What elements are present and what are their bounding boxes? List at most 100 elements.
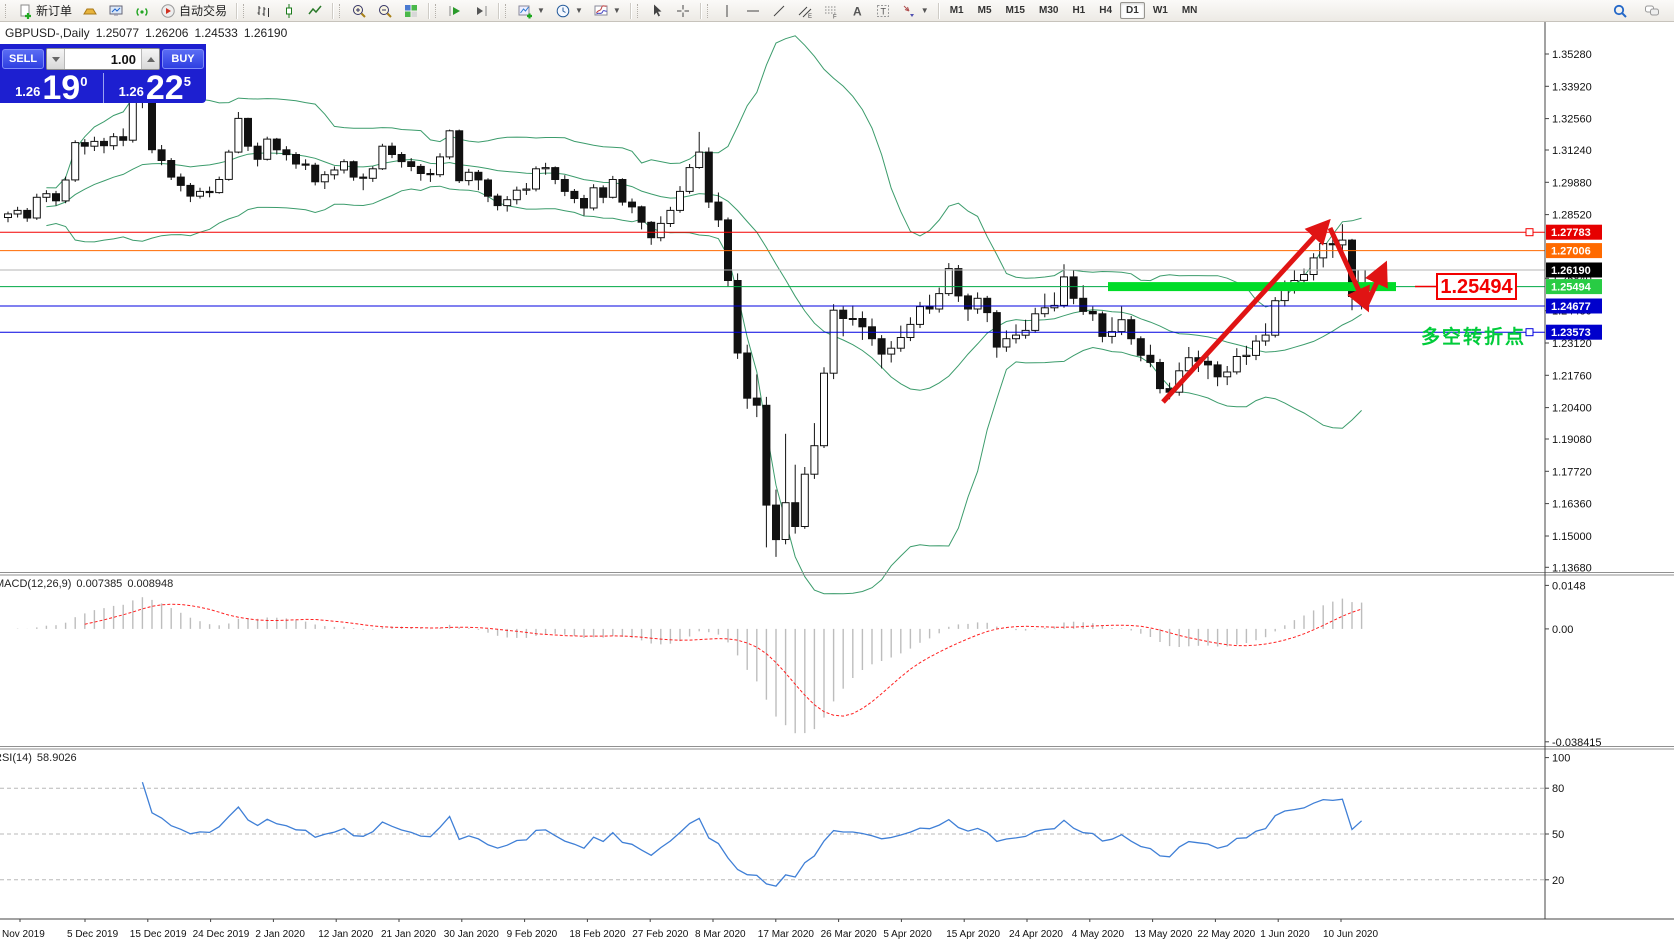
toolbar-separator (332, 2, 334, 19)
price-badge: 1.26190 (1551, 265, 1591, 277)
buy-button[interactable]: BUY (162, 49, 204, 69)
label-button[interactable]: T (871, 1, 895, 21)
bb-upper-band (46, 35, 1362, 308)
text-button[interactable]: A (845, 1, 869, 21)
timeframe-w1-button[interactable]: W1 (1147, 2, 1174, 19)
date-tick-label: 24 Apr 2020 (1009, 929, 1063, 940)
rsi-tick-label: 100 (1552, 753, 1570, 765)
crosshair-button[interactable] (671, 1, 695, 21)
toolbar: 新订单 自动交易 ▼ ▼ ▼ E F A T ▼ M1 M5 M15 M30 H1 H4 D1 W1 MN (0, 0, 1674, 22)
cursor-icon (653, 4, 662, 16)
trend-arrow[interactable] (1161, 218, 1331, 404)
timeframe-m5-button[interactable]: M5 (972, 2, 998, 19)
auto-scroll-button[interactable] (443, 1, 467, 21)
cursor-button[interactable] (645, 1, 669, 21)
vertical-line-button[interactable] (715, 1, 739, 21)
fibonacci-button[interactable]: F (819, 1, 843, 21)
hline-handle[interactable] (1525, 328, 1534, 337)
autotrading-button[interactable]: 自动交易 (156, 1, 231, 21)
volume-stepper[interactable]: 1.00 (46, 48, 160, 70)
line-chart-icon (308, 5, 322, 14)
signal-icon (136, 7, 148, 16)
timeframe-m15-button[interactable]: M15 (1000, 2, 1031, 19)
sell-price[interactable]: 1.26 19 0 (0, 71, 103, 105)
date-tick-label: Nov 2019 (2, 929, 45, 940)
price-tick-label: 1.23120 (1552, 338, 1592, 350)
price-axis[interactable]: 1.35280 1.33920 1.32560 1.31240 1.29880 1.285… (1544, 22, 1602, 919)
price-tick-label: 1.21760 (1552, 370, 1592, 382)
timeframe-h1-button[interactable]: H1 (1066, 2, 1091, 19)
timeframe-h4-button[interactable]: H4 (1093, 2, 1118, 19)
price-badge: 1.25494 (1551, 282, 1592, 294)
timeframe-m1-button[interactable]: M1 (944, 2, 970, 19)
search-button[interactable] (1608, 1, 1632, 21)
support-band-object[interactable] (1108, 282, 1396, 292)
chat-button[interactable] (1640, 1, 1664, 21)
price-tick-label: 1.35280 (1552, 49, 1592, 61)
line-chart-button[interactable] (303, 1, 327, 21)
toolbar-separator (236, 2, 238, 19)
channel-button[interactable]: E (793, 1, 817, 21)
bb-lower-band (46, 185, 1362, 595)
horizontal-line-button[interactable] (741, 1, 765, 21)
terminal-chart-button[interactable] (104, 1, 128, 21)
macd-main-value: 0.007385 (76, 578, 123, 590)
periods-button[interactable]: ▼ (551, 1, 587, 21)
volume-field[interactable]: 1.00 (110, 51, 136, 67)
price-label-text: 1.25494 (1440, 276, 1513, 298)
toolbar-grip (5, 3, 8, 18)
trend-arrow[interactable] (1363, 260, 1388, 308)
tile-windows-button[interactable] (399, 1, 423, 21)
date-tick-label: 5 Dec 2019 (67, 929, 119, 940)
toolbar-grip (636, 3, 640, 18)
trend-arrow[interactable] (1327, 226, 1370, 313)
zoom-in-button[interactable] (347, 1, 371, 21)
pane-separators[interactable] (0, 572, 1674, 750)
volume-increase-button[interactable] (141, 49, 159, 69)
date-tick-label: 9 Feb 2020 (507, 929, 558, 940)
bollinger-bands (46, 35, 1362, 595)
toolbar-grip (339, 3, 342, 18)
search-icon (1613, 4, 1627, 18)
cn-annotation-text[interactable]: 多空转折点 (1421, 325, 1526, 348)
one-click-trading-panel: SELL 1.00 BUY 1.26 19 0 1.26 22 5 (0, 44, 207, 105)
date-tick-label: 5 Apr 2020 (883, 929, 932, 940)
rsi-tick-label: 50 (1552, 829, 1564, 841)
candles-series (4, 56, 1366, 557)
hline-handle[interactable] (1525, 228, 1534, 237)
zoom-in-icon (353, 4, 366, 18)
timeframe-d1-button[interactable]: D1 (1120, 2, 1145, 19)
indicators-button[interactable]: ▼ (513, 1, 549, 21)
trendline-button[interactable] (767, 1, 791, 21)
signals-button[interactable] (130, 1, 154, 21)
hline-icon (746, 10, 759, 11)
date-tick-label: 18 Feb 2020 (569, 929, 626, 940)
trendline-icon (773, 5, 785, 16)
new-order-button[interactable]: 新订单 (13, 1, 76, 21)
sell-button[interactable]: SELL (2, 49, 45, 69)
buy-price[interactable]: 1.26 22 5 (104, 71, 207, 105)
timeframe-mn-button[interactable]: MN (1176, 2, 1204, 19)
timeframe-m30-button[interactable]: M30 (1033, 2, 1064, 19)
trend-arrow-objects[interactable] (1161, 218, 1388, 404)
price-label-box[interactable] (1436, 273, 1517, 300)
gold-bars-button[interactable] (78, 1, 102, 21)
spinner-up-icon (146, 56, 155, 62)
candlestick-chart-button[interactable] (277, 1, 301, 21)
auto-scroll-icon (449, 5, 461, 16)
volume-decrease-button[interactable] (47, 49, 66, 69)
sell-price-point: 0 (80, 74, 88, 89)
bar-chart-button[interactable] (251, 1, 275, 21)
price-tick-label: 1.13680 (1552, 562, 1592, 574)
chart-shift-button[interactable] (469, 1, 493, 21)
zoom-out-button[interactable] (373, 1, 397, 21)
macd-indicator-label: MACD(12,26,9) 0.007385 0.008948 (0, 578, 178, 590)
macd-tick-label: 0.00 (1552, 624, 1573, 636)
price-badges: 1.27783 1.27006 1.25494 1.24677 1.23573 1.261… (1546, 224, 1602, 340)
time-axis[interactable]: Nov 2019 5 Dec 2019 15 Dec 2019 24 Dec 2019… (0, 918, 1674, 940)
templates-button[interactable]: ▼ (589, 1, 625, 21)
rsi-line (141, 782, 1363, 887)
arrows-button[interactable]: ▼ (897, 1, 933, 21)
